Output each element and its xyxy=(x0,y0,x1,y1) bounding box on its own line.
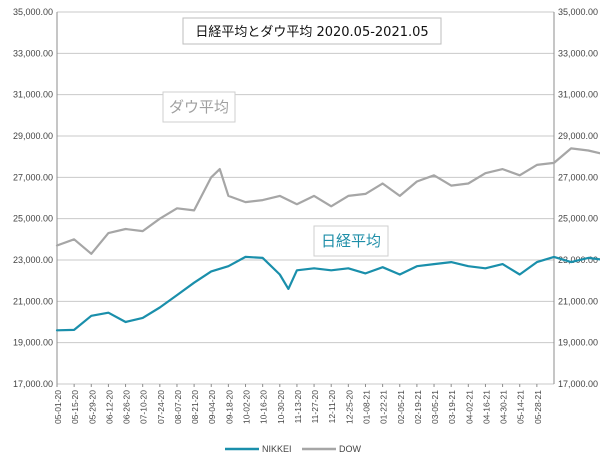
y-tick-label-right: 21,000.00 xyxy=(558,296,598,306)
series-lines xyxy=(55,147,600,332)
x-tick-label: 04-02-21 xyxy=(464,390,474,424)
y-tick-label-left: 21,000.00 xyxy=(13,296,53,306)
x-tick-label: 10-16-20 xyxy=(259,390,269,424)
nikkei-annotation-frame xyxy=(313,225,389,257)
y-tick-label-left: 35,000.00 xyxy=(13,7,53,17)
y-tick-label-left: 25,000.00 xyxy=(13,214,53,224)
y-tick-label-right: 29,000.00 xyxy=(558,131,598,141)
y-tick-label-left: 31,000.00 xyxy=(13,90,53,100)
x-tick-label: 10-30-20 xyxy=(276,390,286,424)
x-tick-label: 09-04-20 xyxy=(207,390,217,424)
x-tick-label: 05-14-21 xyxy=(516,390,526,424)
x-tick-label: 04-16-21 xyxy=(481,390,491,424)
dow-annotation: ダウ平均 xyxy=(162,91,236,123)
y-tick-label-right: 31,000.00 xyxy=(558,90,598,100)
x-tick-label: 01-08-21 xyxy=(361,390,371,424)
x-tick-label: 01-22-21 xyxy=(379,390,389,424)
x-tick-label: 11-27-20 xyxy=(310,390,320,424)
y-tick-label-right: 27,000.00 xyxy=(558,172,598,182)
nikkei-annotation: 日経平均 xyxy=(313,225,389,257)
y-tick-label-right: 33,000.00 xyxy=(558,48,598,58)
x-tick-label: 10-02-20 xyxy=(242,390,252,424)
y-tick-label-left: 23,000.00 xyxy=(13,255,53,265)
x-tick-label: 06-12-20 xyxy=(104,390,114,424)
x-tick-label: 03-05-21 xyxy=(430,390,440,424)
x-tick-label: 12-11-20 xyxy=(327,390,337,424)
series-line-dow xyxy=(55,147,600,255)
chart-title: 日経平均とダウ平均 2020.05-2021.05 xyxy=(195,25,428,40)
x-tick-label: 09-18-20 xyxy=(224,390,234,424)
x-tick-label: 02-19-21 xyxy=(413,390,423,424)
x-tick-label: 05-28-21 xyxy=(533,390,543,424)
nikkei-annotation-label: 日経平均 xyxy=(321,232,381,250)
right-y-axis: 17,000.0019,000.0021,000.0023,000.0025,0… xyxy=(553,7,598,389)
x-tick-label: 05-29-20 xyxy=(87,390,97,424)
left-y-axis: 17,000.00 19,000.00 21,000.00 23,000.00 25,0… xyxy=(13,7,58,389)
x-tick-label: 05-15-20 xyxy=(70,390,80,424)
title-frame xyxy=(182,17,442,45)
x-tick-label: 07-10-20 xyxy=(139,390,149,424)
x-tick-label: 04-30-21 xyxy=(499,390,509,424)
y-tick-label-left: 27,000.00 xyxy=(13,172,53,182)
legend-label-nikkei: NIKKEI xyxy=(262,444,292,454)
y-tick-label-right: 35,000.00 xyxy=(558,7,598,17)
x-tick-label: 08-21-20 xyxy=(190,390,200,424)
x-tick-label: 07-24-20 xyxy=(156,390,166,424)
dow-annotation-label: ダウ平均 xyxy=(169,98,229,116)
y-tick-label-left: 29,000.00 xyxy=(13,131,53,141)
gridlines xyxy=(57,11,554,385)
x-tick-label: 11-13-20 xyxy=(293,390,303,424)
x-tick-label: 06-26-20 xyxy=(122,390,132,424)
x-tick-label: 02-05-21 xyxy=(396,390,406,424)
x-axis: 05-01-20 05-15-20 05-29-20 06-12-20 06-26-20… xyxy=(53,384,543,424)
legend-label-dow: DOW xyxy=(339,444,362,454)
y-tick-label-left: 17,000.00 xyxy=(13,379,53,389)
x-tick-label: 03-19-21 xyxy=(447,390,457,424)
y-tick-label-left: 19,000.00 xyxy=(13,338,53,348)
series-line-nikkei xyxy=(55,255,600,332)
chart-title-box: 日経平均とダウ平均 2020.05-2021.05 xyxy=(182,17,442,45)
dow-annotation-frame xyxy=(162,91,236,123)
y-tick-label-right: 25,000.00 xyxy=(558,214,598,224)
y-tick-label-left: 33,000.00 xyxy=(13,48,53,58)
legend: NIKKEI DOW xyxy=(225,444,362,454)
x-tick-label: 05-01-20 xyxy=(53,390,63,424)
y-tick-label-right: 19,000.00 xyxy=(558,338,598,348)
x-tick-label: 08-07-20 xyxy=(173,390,183,424)
x-tick-label: 12-25-20 xyxy=(344,390,354,424)
y-tick-label-right: 17,000.00 xyxy=(558,379,598,389)
